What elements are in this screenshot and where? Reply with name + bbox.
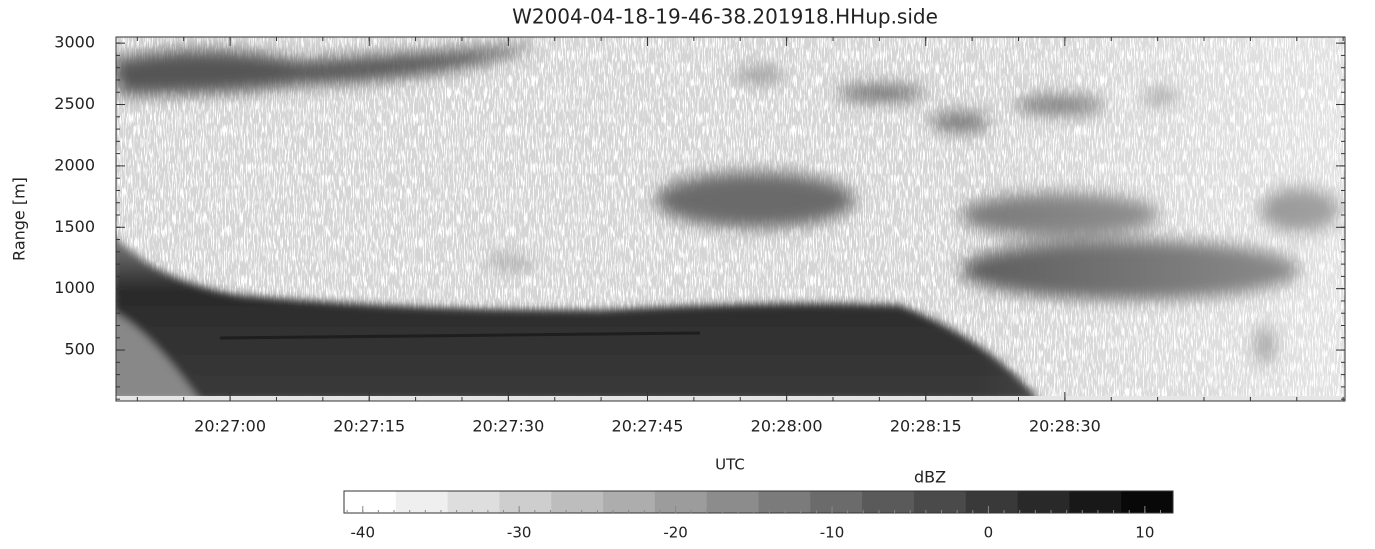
x-tick-label: 20:28:30	[1029, 417, 1101, 436]
colorbar-segment	[499, 491, 552, 513]
colorbar-segment	[810, 491, 863, 513]
colorbar-segment	[965, 491, 1019, 513]
colorbar-segment	[395, 491, 449, 513]
plot-frame	[115, 36, 1346, 402]
colorbar-frame	[343, 490, 1174, 514]
y-tick-label: 1000	[54, 278, 95, 297]
colorbar-segment	[758, 491, 811, 513]
x-tick-label: 20:27:45	[612, 417, 684, 436]
colorbar-segment	[1121, 491, 1174, 513]
colorbar-segment	[913, 491, 967, 513]
y-axis-label: Range [m]	[10, 177, 29, 261]
colorbar-segment	[654, 491, 708, 513]
colorbar-segment	[1017, 491, 1070, 513]
y-tick-label: 2500	[54, 94, 95, 113]
y-tick-label: 1500	[54, 217, 95, 236]
colorbar-segment	[1069, 491, 1122, 513]
colorbar-tick-label: -10	[820, 524, 845, 542]
radar-image	[116, 37, 1345, 401]
x-axis-label: UTC	[715, 456, 745, 474]
colorbar-tick-label: -20	[663, 524, 688, 542]
colorbar-label: dBZ	[914, 468, 946, 487]
colorbar-tick-label: 0	[984, 524, 994, 542]
colorbar-segment	[447, 491, 500, 513]
y-tick-label: 3000	[54, 33, 95, 52]
colorbar-tick-label: 10	[1135, 524, 1154, 542]
y-tick-label: 2000	[54, 155, 95, 174]
y-tick-label: 500	[64, 340, 95, 359]
colorbar-segment	[603, 491, 656, 513]
colorbar-segment	[344, 491, 397, 513]
colorbar-tick-label: -40	[351, 524, 376, 542]
x-tick-label: 20:27:30	[472, 417, 544, 436]
x-tick-label: 20:28:15	[890, 417, 962, 436]
colorbar-segment	[551, 491, 604, 513]
chart-title: W2004-04-18-19-46-38.201918.HHup.side	[512, 5, 938, 29]
x-tick-label: 20:27:00	[194, 417, 266, 436]
colorbar-tick-label: -30	[507, 524, 532, 542]
x-tick-label: 20:27:15	[333, 417, 405, 436]
colorbar-segment	[706, 491, 759, 513]
colorbar-segment	[862, 491, 915, 513]
x-tick-label: 20:28:00	[751, 417, 823, 436]
